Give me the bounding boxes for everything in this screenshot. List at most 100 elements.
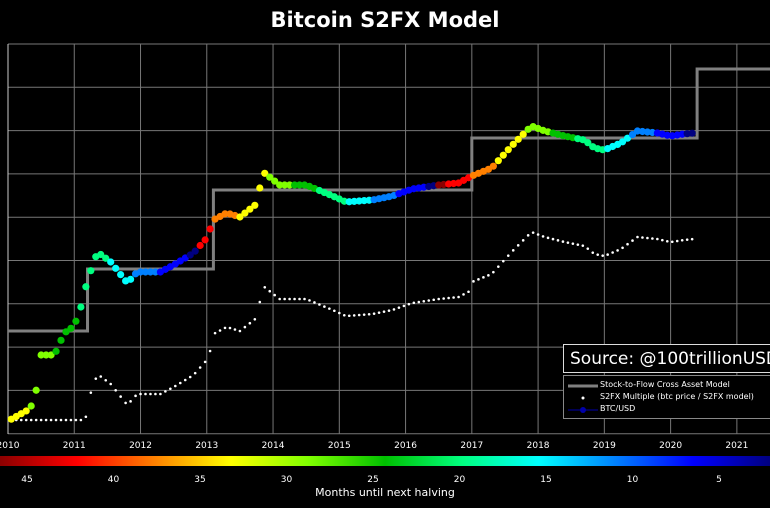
btc-price-point	[266, 173, 274, 181]
btc-price-point	[47, 351, 55, 359]
btc-price-point	[290, 181, 299, 189]
s2fx-multiple-point	[149, 392, 152, 396]
s2fx-multiple-point	[183, 378, 187, 382]
btc-price-point	[241, 209, 249, 217]
btc-price-point	[623, 134, 632, 142]
s2fx-multiple-point	[402, 304, 406, 308]
s2fx-multiple-point	[566, 241, 570, 244]
s2fx-multiple-point	[273, 293, 277, 297]
btc-price-point	[281, 181, 289, 189]
s2fx-multiple-point	[581, 244, 585, 247]
colorbar-tick-label: 40	[108, 475, 120, 485]
colorbar-tick-label: 10	[627, 475, 639, 485]
s2fx-multiple-point	[144, 392, 147, 396]
s2fx-multiple-point	[213, 331, 217, 335]
s2fx-multiple-point	[198, 366, 202, 369]
colorbar: 45 40 35 30 25 20 15 10 5	[0, 456, 770, 485]
s2fx-multiple-point	[89, 391, 93, 394]
s2fx-multiple-point	[243, 325, 247, 329]
s2fx-multiple-point	[432, 298, 436, 302]
s2fx-multiple-point	[303, 297, 306, 301]
btc-price-point	[271, 177, 279, 185]
s2fx-multiple-point	[680, 238, 684, 242]
btc-price-point	[519, 130, 527, 138]
s2fx-multiple-point	[49, 418, 53, 422]
s2fx-multiple-point	[531, 231, 535, 234]
s2fx-multiple-point	[278, 297, 281, 301]
legend-price-label: BTC/USD	[600, 404, 636, 413]
s2fx-multiple-point	[452, 296, 455, 299]
btc-price-point	[112, 264, 120, 272]
btc-price-point	[206, 225, 214, 233]
s2fx-multiple-point	[521, 239, 525, 242]
s2fx-multiple-point	[541, 235, 545, 238]
model-line	[8, 67, 770, 333]
btc-price-point	[261, 169, 269, 177]
s2fx-multiple-point	[362, 313, 366, 316]
btc-price-point	[489, 162, 497, 170]
s2fx-multiple-point	[203, 360, 207, 364]
s2fx-multiple-point	[392, 308, 396, 311]
legend-model-swatch	[568, 384, 598, 388]
s2fx-multiple-point	[84, 415, 88, 419]
s2fx-multiple-point	[665, 239, 669, 243]
btc-price-point	[97, 250, 105, 259]
btc-price-point	[688, 129, 696, 137]
s2fx-multiple-point	[218, 329, 222, 332]
s2fx-multiple-point	[54, 418, 58, 422]
s2fx-multiple-point	[367, 312, 371, 316]
s2fx-multiple-point	[313, 301, 316, 304]
chart-title: Bitcoin S2FX Model	[270, 8, 500, 32]
s2fx-multiple-point	[462, 293, 465, 296]
btc-price-point	[618, 138, 627, 146]
colorbar-label: Months until next halving	[315, 486, 455, 499]
btc-price-point	[27, 402, 35, 410]
x-tick-label: 2013	[195, 441, 218, 451]
s2fx-multiple-point	[44, 418, 48, 422]
s2fx-multiple-layer	[10, 231, 694, 422]
s2fx-multiple-point	[357, 313, 361, 317]
btc-price-point	[126, 275, 135, 283]
s2fx-multiple-point	[228, 326, 232, 330]
s2fx-multiple-point	[342, 313, 346, 317]
x-tick-label: 2010	[0, 441, 20, 451]
btc-price-point	[82, 283, 90, 291]
btc-price-point	[286, 181, 294, 189]
s2fx-multiple-point	[174, 384, 177, 388]
legend-multiple-label: S2FX Multiple (btc price / S2FX model)	[600, 392, 754, 401]
s2fx-multiple-point	[39, 418, 43, 422]
s2fx-multiple-point	[159, 392, 162, 396]
s2fx-multiple-point	[492, 270, 495, 274]
s2fx-multiple-point	[497, 265, 500, 268]
s2fx-multiple-point	[59, 418, 63, 422]
s2fx-multiple-point	[347, 314, 351, 318]
s2fx-multiple-point	[472, 280, 475, 283]
btc-price-point	[276, 181, 284, 189]
btc-price-point	[251, 201, 259, 209]
s2fx-multiple-point	[178, 381, 182, 385]
s2fx-multiple-point	[253, 318, 257, 321]
s2fx-multiple-point	[293, 297, 296, 301]
s2fx-multiple-point	[99, 375, 103, 378]
x-tick-label: 2014	[262, 441, 285, 451]
s2fx-multiple-point	[94, 377, 98, 380]
s2fx-multiple-point	[387, 309, 391, 312]
s2fx-multiple-point	[616, 249, 619, 252]
s2fx-multiple-point	[437, 297, 440, 301]
s2fx-multiple-point	[675, 239, 679, 243]
s2fx-multiple-point	[69, 418, 73, 422]
s2fx-multiple-point	[114, 389, 117, 392]
s2fx-multiple-point	[134, 394, 137, 398]
s2fx-multiple-point	[193, 371, 197, 375]
legend-multiple-swatch	[581, 396, 585, 400]
s2fx-multiple-point	[154, 392, 157, 396]
s2fx-multiple-point	[323, 305, 326, 308]
colorbar-gradient	[0, 456, 770, 466]
s2fx-multiple-point	[34, 418, 38, 422]
s2fx-multiple-point	[29, 418, 33, 422]
s2fx-multiple-point	[467, 290, 470, 294]
s2fx-multiple-point	[571, 242, 575, 245]
colorbar-tick-label: 45	[21, 475, 32, 485]
s2fx-multiple-point	[238, 329, 242, 333]
